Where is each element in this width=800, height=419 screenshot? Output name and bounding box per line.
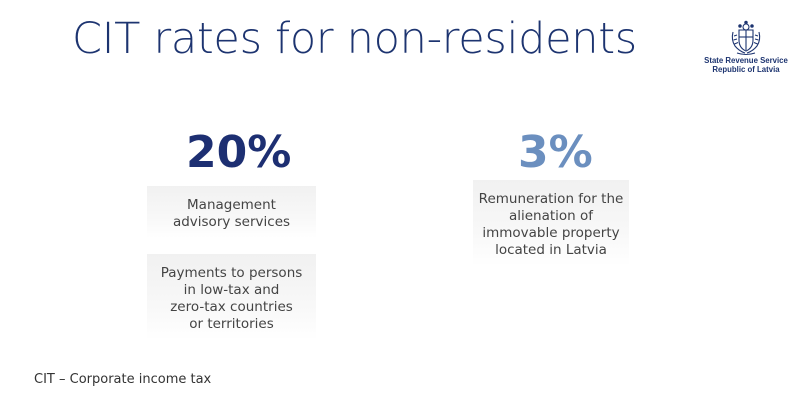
coat-of-arms-icon [731, 20, 761, 56]
rate-item-card: Payments to persons in low-tax and zero-… [147, 254, 316, 340]
card-line: Payments to persons [160, 265, 303, 281]
slide-title: CIT rates for non-residents [72, 14, 637, 64]
card-line: advisory services [172, 214, 291, 230]
card-line: in low-tax and [183, 282, 280, 298]
card-line: immovable property [482, 225, 620, 241]
card-line: located in Latvia [495, 242, 607, 258]
rate-item-card: Remuneration for the alienation of immov… [473, 180, 629, 266]
rate-3-percent: 3% [518, 127, 593, 178]
card-line: Remuneration for the [478, 191, 624, 207]
logo: State Revenue Service Republic of Latvia [696, 18, 796, 74]
footnote: CIT – Corporate income tax [34, 372, 212, 387]
card-line: zero-tax countries [170, 299, 293, 315]
rate-20-percent: 20% [186, 127, 292, 178]
card-line: or territories [189, 316, 274, 332]
org-name-line1: State Revenue Service [704, 56, 788, 65]
rate-item-card: Management advisory services [147, 186, 316, 238]
card-line: alienation of [508, 208, 594, 224]
card-line: Management [187, 197, 276, 213]
org-name-line2: Republic of Latvia [712, 65, 780, 74]
